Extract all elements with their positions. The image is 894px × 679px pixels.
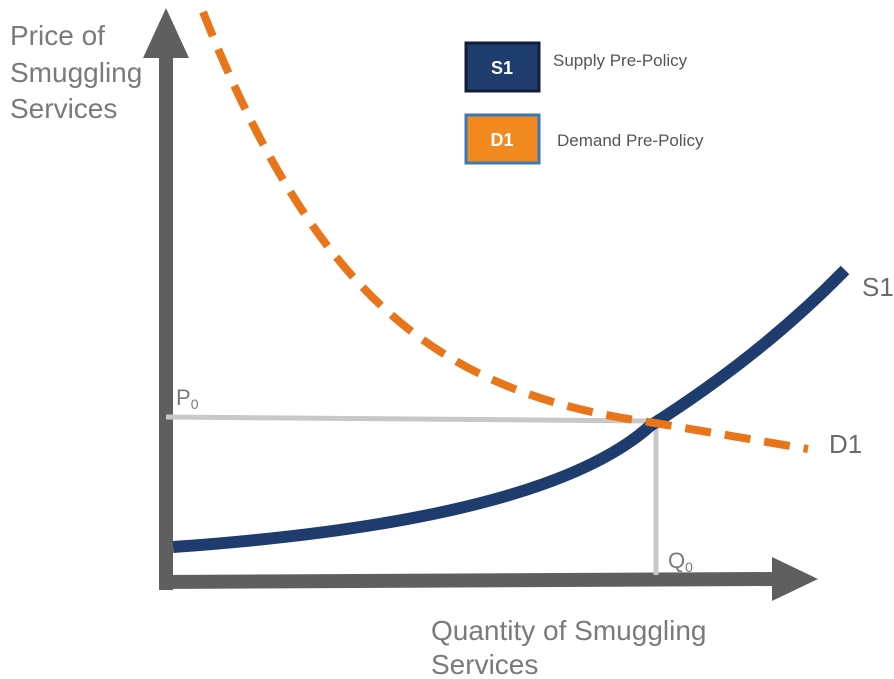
equilibrium-price-label: P0 bbox=[176, 385, 199, 412]
y-axis-title: Price of Smuggling Services bbox=[10, 20, 142, 124]
legend-item-demand: D1 Demand Pre-Policy bbox=[464, 113, 704, 165]
legend: S1 Supply Pre-Policy D1 Demand Pre-Polic… bbox=[464, 41, 704, 165]
demand-curve-label: D1 bbox=[829, 429, 862, 459]
x-axis-title: Quantity of Smuggling Services bbox=[431, 615, 707, 679]
x-axis-title-line-2: Services bbox=[431, 649, 538, 679]
legend-item-supply: S1 Supply Pre-Policy bbox=[464, 41, 688, 93]
y-axis-arrowhead bbox=[143, 8, 189, 58]
legend-supply-text: Supply Pre-Policy bbox=[553, 51, 688, 70]
x-axis-arrowhead bbox=[772, 557, 818, 601]
supply-curve-label: S1 bbox=[862, 272, 894, 302]
legend-demand-text: Demand Pre-Policy bbox=[557, 131, 704, 150]
equilibrium-guides bbox=[165, 414, 659, 575]
legend-swatch-supply bbox=[464, 41, 541, 93]
demand-curve bbox=[199, 10, 809, 453]
legend-swatch-demand bbox=[464, 113, 541, 165]
x-axis bbox=[158, 572, 776, 589]
x-axis-title-line-1: Quantity of Smuggling bbox=[431, 615, 707, 646]
legend-swatch-demand-text: D1 bbox=[490, 130, 513, 150]
equilibrium-quantity-label: Q0 bbox=[668, 548, 693, 575]
supply-curve bbox=[172, 265, 850, 553]
axes bbox=[143, 8, 818, 601]
price-guide-line bbox=[165, 414, 657, 424]
y-axis-title-line-3: Services bbox=[10, 93, 117, 124]
y-axis-title-line-1: Price of bbox=[10, 20, 105, 51]
y-axis-title-line-2: Smuggling bbox=[10, 57, 142, 88]
legend-swatch-supply-text: S1 bbox=[491, 58, 513, 78]
